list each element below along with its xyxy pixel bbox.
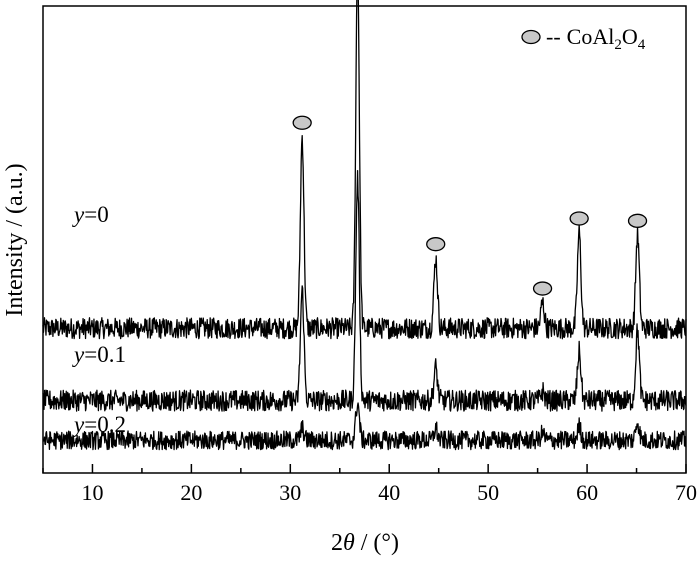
legend: -- CoAl2O4: [521, 24, 646, 53]
xrd-trace-series-0: [42, 0, 687, 340]
x-tick-label: 60: [576, 480, 598, 505]
peak-marker: [569, 211, 589, 226]
series-label-y01: y=0.1: [72, 342, 126, 367]
xrd-traces: [42, 0, 687, 451]
x-tick-label: 50: [477, 480, 499, 505]
x-tick-label: 40: [378, 480, 400, 505]
x-tick-label: 70: [675, 480, 697, 505]
legend-label: -- CoAl2O4: [546, 24, 646, 53]
series-label-y02: y=0.2: [72, 412, 126, 437]
peak-marker: [426, 237, 446, 252]
x-tick-label: 20: [180, 480, 202, 505]
peak-marker: [627, 213, 648, 228]
y-axis-title: Intensity / (a.u.): [2, 163, 28, 316]
x-axis-tick-labels: 10 20 30 40 50 60 70: [81, 480, 697, 505]
x-tick-label: 10: [81, 480, 103, 505]
x-axis-ticks: [42, 464, 687, 473]
peak-marker: [292, 115, 312, 130]
x-tick-label: 30: [279, 480, 301, 505]
peak-marker: [532, 281, 553, 296]
xrd-trace-series-2: [42, 402, 687, 451]
series-label-y0: y=0: [72, 202, 109, 227]
plot-frame: [42, 5, 687, 474]
xrd-trace-series-1: [42, 169, 687, 412]
peak-markers: [292, 115, 648, 296]
legend-marker-icon: [521, 29, 541, 45]
x-axis-title: 2θ / (°): [331, 530, 399, 556]
